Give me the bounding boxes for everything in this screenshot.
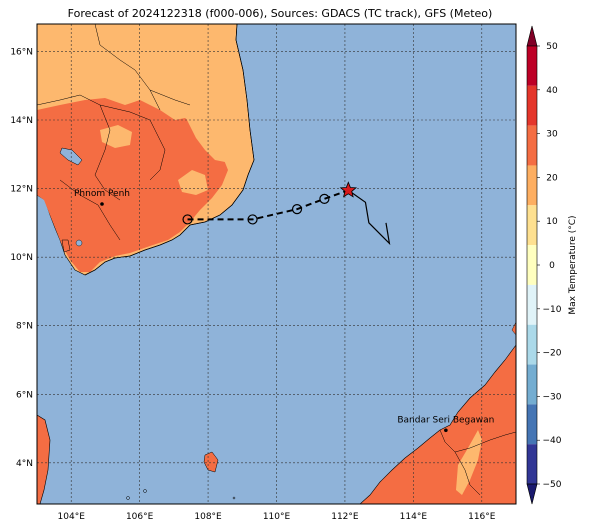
colorbar-segment <box>527 245 537 285</box>
gridlines <box>37 24 516 504</box>
map-title: Forecast of 2024122318 (f000-006), Sourc… <box>67 7 493 20</box>
island-dot-3 <box>232 496 236 500</box>
lon-tick-label: 104°E <box>58 512 86 522</box>
land-warm-pocket-2 <box>186 112 238 162</box>
city-marker <box>444 428 448 433</box>
island-natuna <box>203 451 219 473</box>
colorbar-segment <box>527 444 537 484</box>
city-marker <box>100 202 104 206</box>
lon-tick-label: 112°E <box>331 512 359 522</box>
forecast-point <box>247 214 258 225</box>
storm-current-position-star <box>339 181 358 198</box>
colorbar-tick-label: −30 <box>543 392 562 402</box>
colorbar-tick-label: 10 <box>546 217 558 227</box>
lon-tick-label: 106°E <box>126 512 154 522</box>
forecast-point <box>319 193 330 204</box>
map-panel: Phnom Penh Bandar Seri Begawan <box>37 24 516 504</box>
colorbar-tick-label: −50 <box>543 480 562 490</box>
lat-tick-label: 8°N <box>16 322 33 332</box>
colorbar-tick-label: 30 <box>546 130 558 140</box>
borneo-borders <box>439 429 516 496</box>
lat-tick-label: 16°N <box>10 47 33 57</box>
longitude-ticks: 104°E 106°E 108°E 110°E 112°E 114°E 116°E <box>58 512 496 522</box>
land-borneo-warm <box>456 430 482 495</box>
colorbar-tick-label: −10 <box>543 305 562 315</box>
colorbar-tick-label: −20 <box>543 349 562 359</box>
city-label: Bandar Seri Begawan <box>397 415 494 425</box>
colorbar-tick-label: 40 <box>546 86 558 96</box>
colorbar-tick-label: 50 <box>546 42 558 52</box>
colorbar <box>526 25 538 505</box>
colorbar-segment <box>527 284 537 325</box>
country-borders <box>37 24 191 241</box>
colorbar-extend-top <box>526 25 538 47</box>
track-points <box>182 193 330 225</box>
forecast-point <box>291 204 303 215</box>
cities: Phnom Penh Bandar Seri Begawan <box>74 189 494 433</box>
lat-tick-label: 12°N <box>10 185 33 195</box>
lat-tick-label: 4°N <box>16 459 33 469</box>
land-west-edge <box>37 414 51 504</box>
lat-tick-label: 10°N <box>10 253 33 263</box>
colorbar-extend-bottom <box>526 483 538 505</box>
colorbar-label: Max Temperature (°C) <box>568 215 578 314</box>
colorbar-tick-label: −40 <box>543 436 562 446</box>
city-label: Phnom Penh <box>74 189 130 199</box>
island-phu-quoc <box>61 239 71 253</box>
land-indochina-hot <box>37 98 228 272</box>
land-warm-pocket-3 <box>100 125 132 148</box>
land-borneo-hot <box>359 344 516 504</box>
colorbar-segment <box>527 85 537 126</box>
lat-tick-label: 14°N <box>10 116 33 126</box>
colorbar-tick-label: 0 <box>549 261 555 271</box>
colorbar-segment <box>527 46 537 86</box>
island-small <box>75 239 83 247</box>
lon-tick-label: 108°E <box>194 512 222 522</box>
past-track-line <box>348 189 391 246</box>
colorbar-tick-label: 20 <box>546 173 558 183</box>
map-frame <box>36 23 517 505</box>
colorbar-segment <box>527 324 537 365</box>
forecast-point <box>182 214 193 225</box>
colorbar-ticks: 50 40 30 20 10 0 −10 −20 −30 −40 −50 <box>537 42 562 490</box>
lat-tick-label: 6°N <box>16 390 33 400</box>
island-dot-2 <box>143 489 147 493</box>
colorbar-segment <box>527 404 537 445</box>
island-dot-1 <box>126 496 130 500</box>
colorbar-segment <box>527 205 537 246</box>
coastline-indochina <box>84 24 255 276</box>
latitude-ticks: 4°N 6°N 8°N 10°N 12°N 14°N 16°N <box>10 47 33 468</box>
lon-tick-label: 110°E <box>263 512 291 522</box>
colorbar-segment <box>527 364 537 405</box>
lon-tick-label: 116°E <box>468 512 496 522</box>
colorbar-segment <box>527 125 537 166</box>
lon-tick-label: 114°E <box>400 512 428 522</box>
forecast-track-line <box>187 189 349 221</box>
colorbar-segment <box>527 165 537 206</box>
